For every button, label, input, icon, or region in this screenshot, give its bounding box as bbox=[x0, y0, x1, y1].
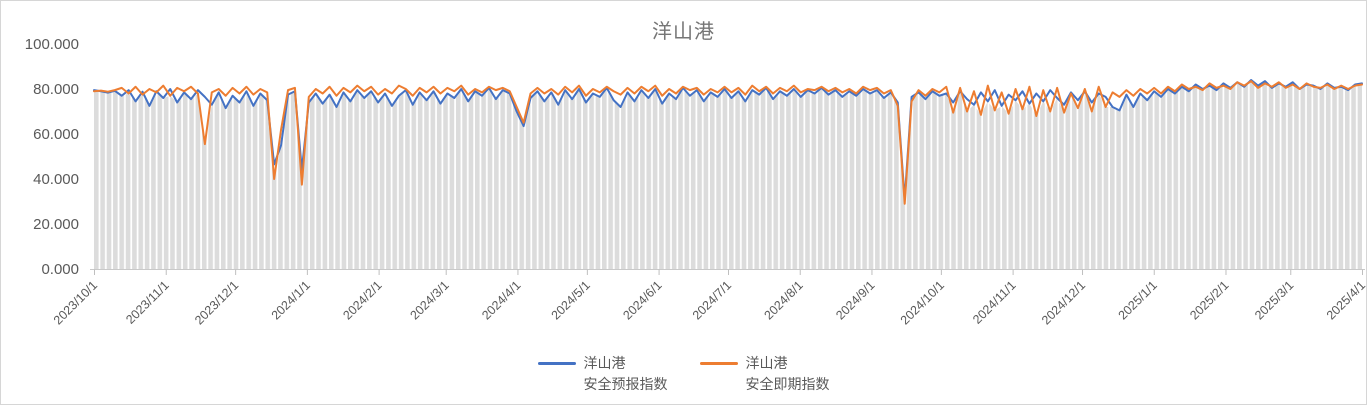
svg-text:2024/1/1: 2024/1/1 bbox=[269, 278, 313, 322]
svg-text:2024/9/1: 2024/9/1 bbox=[833, 278, 877, 322]
svg-text:2025/3/1: 2025/3/1 bbox=[1252, 278, 1296, 322]
series-line-1 bbox=[93, 80, 1363, 205]
svg-text:2023/10/1: 2023/10/1 bbox=[51, 278, 100, 327]
legend-item-forecast-index: 洋山港 安全预报指数 bbox=[537, 353, 668, 394]
legend-label-line1: 洋山港 bbox=[583, 355, 626, 372]
legend-line-sample-blue bbox=[537, 362, 576, 366]
area-fill bbox=[94, 81, 1362, 269]
svg-text:2024/12/1: 2024/12/1 bbox=[1039, 278, 1088, 327]
legend-item-spot-index: 洋山港 安全即期指数 bbox=[699, 353, 830, 394]
svg-text:2024/4/1: 2024/4/1 bbox=[479, 278, 523, 322]
svg-text:2024/5/1: 2024/5/1 bbox=[549, 278, 593, 322]
chart-title: 洋山港 bbox=[652, 21, 715, 43]
legend-label-line2: 安全预报指数 bbox=[583, 375, 668, 392]
chart-legend: 洋山港 安全预报指数 洋山港 安全即期指数 bbox=[1, 353, 1366, 394]
svg-text:80.000: 80.000 bbox=[33, 81, 79, 98]
svg-text:2024/7/1: 2024/7/1 bbox=[690, 278, 734, 322]
svg-text:2023/12/1: 2023/12/1 bbox=[192, 278, 241, 327]
x-axis-ticks bbox=[94, 269, 1363, 275]
svg-text:100.000: 100.000 bbox=[25, 36, 79, 53]
legend-label-line2: 安全即期指数 bbox=[745, 375, 830, 392]
legend-label-forecast: 洋山港 安全预报指数 bbox=[584, 353, 668, 394]
svg-text:40.000: 40.000 bbox=[33, 171, 79, 188]
legend-label-line1: 洋山港 bbox=[745, 355, 788, 372]
svg-text:2024/10/1: 2024/10/1 bbox=[898, 278, 947, 327]
svg-text:60.000: 60.000 bbox=[33, 126, 79, 143]
x-axis-labels: 2023/10/1 2023/11/1 2023/12/1 2024/1/1 2024/… bbox=[51, 278, 1367, 327]
svg-text:20.000: 20.000 bbox=[33, 216, 79, 233]
svg-text:2023/11/1: 2023/11/1 bbox=[123, 278, 172, 327]
legend-line-sample-orange bbox=[699, 362, 738, 366]
svg-text:2024/8/1: 2024/8/1 bbox=[762, 278, 806, 322]
svg-text:0.000: 0.000 bbox=[41, 261, 79, 278]
svg-text:2025/4/1: 2025/4/1 bbox=[1324, 278, 1367, 322]
svg-text:2024/2/1: 2024/2/1 bbox=[340, 278, 384, 322]
svg-text:2024/3/1: 2024/3/1 bbox=[408, 278, 452, 322]
svg-text:2025/2/1: 2025/2/1 bbox=[1187, 278, 1231, 322]
legend-label-spot: 洋山港 安全即期指数 bbox=[746, 353, 830, 394]
svg-text:2024/11/1: 2024/11/1 bbox=[970, 278, 1019, 327]
y-axis-labels: 0.000 20.000 40.000 60.000 80.000 100.000 bbox=[25, 36, 79, 278]
svg-text:2024/6/1: 2024/6/1 bbox=[620, 278, 664, 322]
svg-text:2025/1/1: 2025/1/1 bbox=[1116, 278, 1160, 322]
